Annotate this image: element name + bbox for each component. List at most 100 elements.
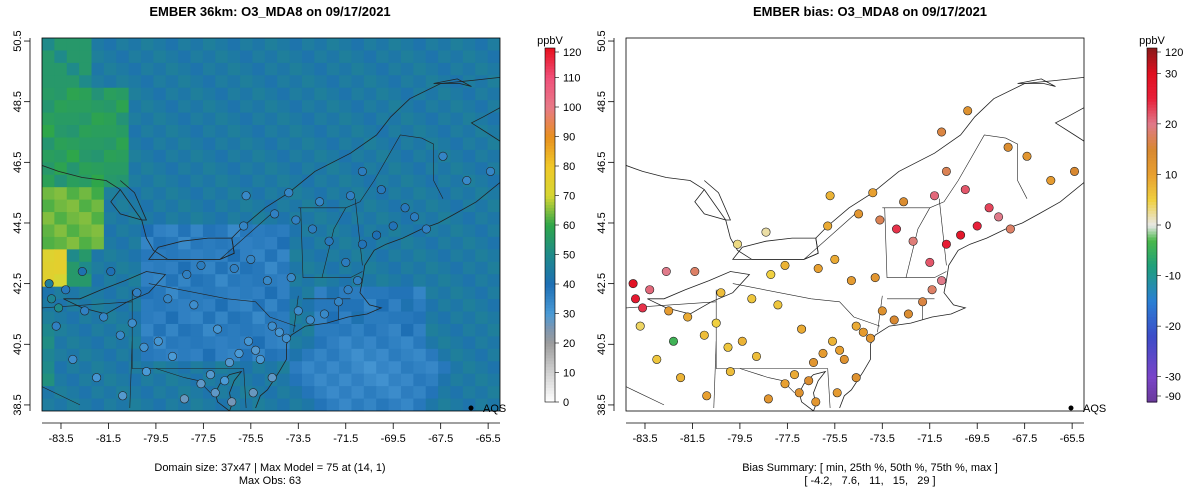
left-x-tick-label: -77.5 <box>191 433 216 445</box>
left-legend-label: AQS <box>483 403 506 415</box>
left-field-cell <box>351 299 365 313</box>
left-field-cell <box>215 261 229 275</box>
left-field-cell <box>462 149 476 163</box>
right-point-6 <box>818 348 828 358</box>
left-field-cell <box>450 274 464 288</box>
left-field-cell <box>314 348 328 362</box>
left-colorbar-step <box>545 372 555 377</box>
right-point-27 <box>780 260 790 270</box>
left-point-70 <box>267 373 277 383</box>
left-field-cell <box>400 236 414 250</box>
left-colorbar-step <box>545 124 555 129</box>
right-colorbar-step <box>1147 390 1157 394</box>
left-field-cell <box>277 100 291 114</box>
left-field-cell <box>79 386 93 400</box>
left-field-cell <box>413 373 427 387</box>
left-field-cell <box>66 261 80 275</box>
right-y-tick-label: 44.5 <box>596 212 608 233</box>
right-point-3 <box>839 354 849 364</box>
left-field-cell <box>190 38 204 52</box>
left-colorbar-step <box>545 322 555 326</box>
left-field-cell <box>277 286 291 300</box>
left-field-cell <box>487 286 500 300</box>
left-field-cell <box>91 249 105 263</box>
left-field-cell <box>438 62 452 76</box>
left-field-cell <box>425 286 439 300</box>
left-field-cell <box>178 125 192 139</box>
left-field-cell <box>215 187 229 201</box>
right-colorbar-step <box>1147 225 1157 229</box>
left-field-cell <box>42 398 55 411</box>
right-colorbar-step <box>1147 192 1157 197</box>
left-field-cell <box>462 249 476 263</box>
left-field-cell <box>438 125 452 139</box>
left-field-cell <box>190 187 204 201</box>
left-field-cell <box>314 373 328 387</box>
left-field-cell <box>301 373 315 387</box>
left-field-cell <box>66 336 80 350</box>
left-field-cell <box>450 125 464 139</box>
left-field-cell <box>339 100 353 114</box>
left-field-cell <box>202 249 216 263</box>
left-field-cell <box>153 162 167 176</box>
left-field-cell <box>252 75 266 89</box>
left-field-cell <box>413 348 427 362</box>
left-colorbar-step <box>545 112 555 117</box>
left-field-cell <box>289 224 303 238</box>
left-field-cell <box>240 125 254 139</box>
left-field-cell <box>425 311 439 325</box>
left-point-20 <box>61 285 71 295</box>
left-colorbar-tick-label: 50 <box>563 250 575 262</box>
right-colorbar-step <box>1147 284 1157 288</box>
left-field-cell <box>165 261 179 275</box>
right-point-66 <box>628 279 638 289</box>
left-colorbar-step <box>545 378 555 382</box>
left-field-cell <box>400 174 414 188</box>
left-field-cell <box>79 149 93 163</box>
left-field-cell <box>376 112 390 126</box>
left-field-cell <box>141 100 155 114</box>
left-field-cell <box>339 373 353 387</box>
right-colorbar-step <box>1147 115 1157 120</box>
left-field-cell <box>103 212 117 226</box>
left-point-51 <box>357 166 367 176</box>
left-field-cell <box>153 75 167 89</box>
left-field-cell <box>42 249 55 263</box>
right-colorbar-step <box>1147 242 1157 247</box>
left-field-cell <box>326 311 340 325</box>
left-colorbar-step <box>545 89 555 93</box>
right-colorbar-step <box>1147 257 1157 261</box>
left-field-cell <box>462 274 476 288</box>
left-field-cell <box>301 274 315 288</box>
left-field-cell <box>42 199 55 213</box>
left-colorbar-step <box>545 201 555 205</box>
left-field-cell <box>475 398 489 411</box>
left-field-cell <box>240 386 254 400</box>
left-field-cell <box>351 398 365 411</box>
left-field-cell <box>66 274 80 288</box>
left-colorbar-step <box>545 56 555 61</box>
left-field-cell <box>425 125 439 139</box>
left-field-cell <box>165 398 179 411</box>
left-field-cell <box>116 299 130 313</box>
left-field-cell <box>351 174 365 188</box>
left-field-cell <box>215 38 229 52</box>
left-field-cell <box>438 137 452 151</box>
left-field-cell <box>91 261 105 275</box>
left-field-cell <box>178 38 192 52</box>
left-colorbar-step <box>545 251 555 256</box>
left-field-cell <box>438 336 452 350</box>
left-field-cell <box>363 373 377 387</box>
left-field-cell <box>413 87 427 101</box>
left-field-cell <box>240 87 254 101</box>
left-field-cell <box>388 311 402 325</box>
left-anticosti-island <box>433 78 472 87</box>
left-point-60 <box>213 324 223 334</box>
right-x-tick-label: -69.5 <box>965 433 990 445</box>
left-field-cell <box>301 112 315 126</box>
left-field-cell <box>487 174 500 188</box>
left-field-cell <box>165 361 179 375</box>
left-field-cell <box>128 125 142 139</box>
left-field-cell <box>438 286 452 300</box>
left-field-cell <box>79 336 93 350</box>
